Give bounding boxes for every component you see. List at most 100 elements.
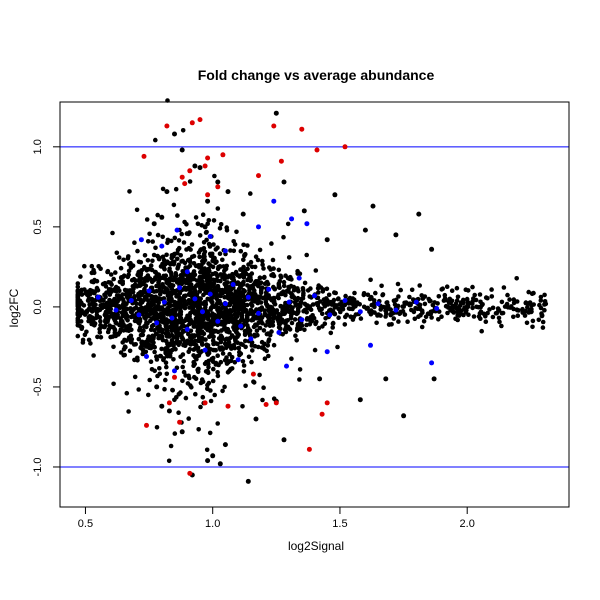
data-point (175, 329, 180, 334)
data-point (236, 297, 242, 302)
data-point (323, 316, 328, 321)
data-point (538, 298, 544, 303)
data-point (163, 377, 168, 383)
data-point (192, 355, 198, 360)
data-point (190, 307, 195, 312)
data-point (164, 334, 170, 339)
data-point (146, 266, 151, 272)
data-point (212, 255, 217, 261)
data-point (179, 231, 184, 237)
y-tick-label: 0.0 (32, 299, 44, 314)
data-point (146, 313, 151, 319)
data-point (164, 123, 170, 129)
data-point (215, 184, 221, 190)
data-point (96, 264, 101, 269)
data-point (530, 318, 536, 324)
data-point (279, 290, 284, 296)
data-point (289, 216, 295, 222)
data-point (487, 307, 492, 312)
data-point (153, 311, 159, 317)
data-point (362, 227, 368, 233)
data-point (241, 264, 246, 270)
data-point (150, 239, 155, 244)
data-point (234, 281, 240, 287)
data-point (471, 314, 477, 319)
data-point (75, 311, 81, 316)
data-point (112, 298, 117, 303)
data-point (215, 353, 220, 359)
data-point (220, 351, 226, 356)
data-point (116, 255, 122, 260)
data-point (217, 226, 223, 231)
data-point (315, 285, 321, 291)
data-point (168, 443, 174, 449)
data-point (249, 264, 255, 270)
data-point (256, 224, 261, 230)
data-point (218, 272, 223, 277)
data-point (84, 309, 90, 315)
data-point (260, 262, 265, 268)
data-point (124, 315, 129, 321)
data-point (156, 272, 162, 278)
data-point (419, 308, 425, 314)
data-point (164, 371, 170, 377)
data-point (229, 287, 234, 292)
data-point (444, 284, 450, 290)
data-point (154, 354, 159, 359)
data-point (114, 321, 119, 326)
data-point (233, 289, 238, 294)
data-point (139, 343, 144, 349)
data-point (265, 331, 271, 336)
data-point (103, 319, 108, 325)
data-point (204, 447, 210, 453)
data-point (259, 286, 264, 292)
data-point (418, 312, 423, 318)
data-point (542, 307, 547, 313)
data-point (209, 324, 214, 330)
data-point (197, 233, 203, 238)
data-point (240, 300, 246, 306)
data-point (436, 294, 442, 299)
data-point (501, 285, 507, 290)
data-point (91, 322, 96, 328)
data-point (293, 301, 299, 307)
data-point (324, 296, 329, 301)
data-point (211, 304, 217, 310)
data-point (261, 266, 266, 271)
data-point (253, 254, 259, 259)
data-point (207, 276, 213, 281)
data-point (540, 325, 546, 330)
data-point (200, 342, 205, 347)
data-point (108, 306, 113, 312)
data-point (331, 297, 337, 303)
data-point (515, 313, 521, 319)
data-point (539, 311, 544, 316)
data-point (281, 283, 287, 289)
data-point (520, 306, 525, 312)
data-point (160, 234, 165, 240)
data-point (158, 264, 164, 269)
data-point (237, 352, 242, 358)
data-point (180, 352, 186, 357)
data-point (542, 292, 547, 298)
data-point (111, 276, 116, 282)
data-point (118, 265, 124, 271)
data-point (126, 323, 131, 329)
data-point (409, 287, 415, 293)
data-point (297, 271, 303, 277)
data-point (238, 267, 243, 272)
data-point (189, 242, 195, 247)
data-point (140, 348, 146, 353)
data-point (126, 254, 131, 259)
data-point (195, 221, 201, 227)
data-point (229, 366, 235, 371)
data-point (271, 342, 277, 348)
data-point (129, 277, 135, 283)
data-point (172, 374, 177, 380)
data-point (205, 382, 210, 388)
data-point (156, 255, 161, 260)
data-point (132, 306, 137, 311)
data-point (523, 300, 529, 305)
data-point (205, 198, 211, 204)
data-point (234, 326, 240, 331)
